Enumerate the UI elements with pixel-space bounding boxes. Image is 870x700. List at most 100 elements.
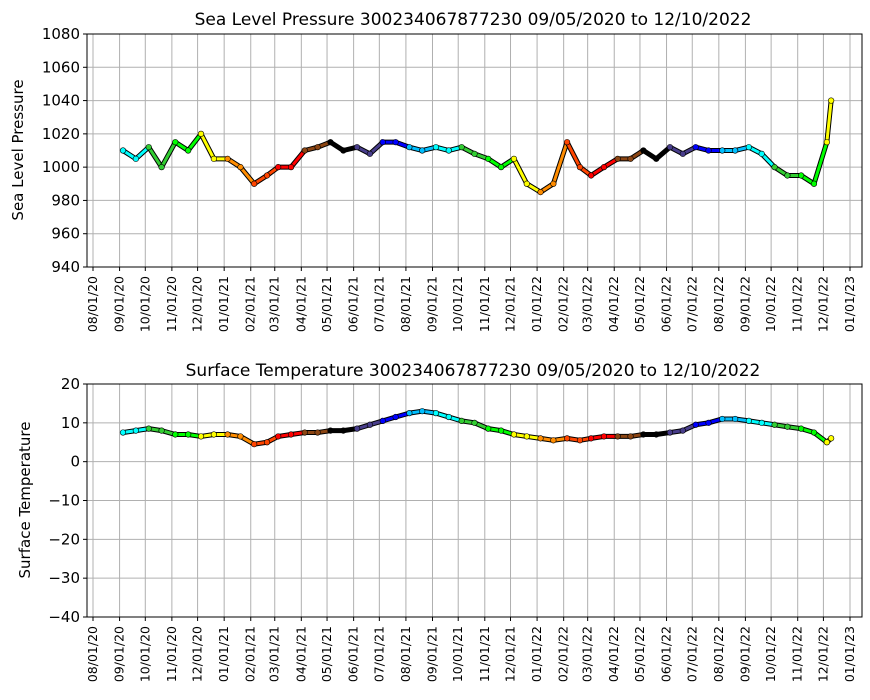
- pressure-x-tick-label: 12/01/20: [190, 276, 205, 332]
- pressure-segment: [199, 132, 216, 161]
- pressure-data-point: [758, 150, 765, 157]
- pressure-data-point: [510, 155, 518, 162]
- pressure-x-tick-label: 10/01/21: [450, 276, 465, 332]
- temperature-data-point: [327, 427, 334, 434]
- pressure-data-point: [719, 147, 726, 154]
- temperature-data-point: [798, 425, 805, 432]
- temperature-data-point: [132, 427, 139, 434]
- temperature-x-tick-label: 05/01/22: [632, 626, 647, 682]
- pressure-data-point: [537, 189, 544, 196]
- pressure-x-tick-label: 07/01/21: [371, 276, 386, 332]
- pressure-data-point: [600, 164, 608, 171]
- pressure-data-point: [224, 155, 231, 162]
- temperature-data-point: [353, 425, 361, 432]
- temperature-data-point: [432, 410, 440, 417]
- temperature-data-point: [758, 419, 765, 426]
- temperature-data-point: [640, 431, 647, 438]
- temperature-data-point: [314, 429, 321, 436]
- pressure-x-tick-label: 08/01/20: [85, 276, 100, 332]
- pressure-data-point: [828, 97, 835, 104]
- pressure-data-point: [301, 147, 308, 154]
- temperature-data-point: [810, 429, 818, 436]
- temperature-data-point: [784, 423, 791, 430]
- temperature-x-tick-label: 10/01/20: [137, 626, 152, 682]
- temperature-x-tick-label: 12/01/21: [503, 626, 518, 682]
- temperature-data-point: [823, 439, 830, 446]
- pressure-segment: [812, 140, 829, 186]
- temperature-data-point: [537, 435, 544, 442]
- temperature-y-tick-label: −10: [48, 492, 80, 510]
- temperature-x-tick-label: 04/01/21: [293, 626, 308, 682]
- pressure-x-tick-label: 06/01/21: [346, 276, 361, 332]
- pressure-x-tick-label: 09/01/22: [737, 276, 752, 332]
- pressure-x-tick-label: 05/01/21: [319, 276, 334, 332]
- pressure-x-tick-label: 07/01/22: [684, 276, 699, 332]
- pressure-data-point: [172, 139, 179, 146]
- pressure-data-point: [145, 144, 152, 151]
- temperature-data-point: [392, 413, 399, 421]
- temperature-data-point: [719, 415, 726, 423]
- pressure-data-point: [576, 164, 584, 171]
- temperature-data-point: [197, 433, 205, 440]
- pressure-y-axis-label: Sea Level Pressure: [9, 79, 27, 220]
- pressure-data-point: [445, 147, 452, 154]
- temperature-data-point: [745, 417, 752, 424]
- pressure-data-point: [810, 180, 818, 187]
- temperature-data-point: [445, 413, 452, 421]
- pressure-segment: [160, 140, 177, 169]
- temperature-x-tick-label: 07/01/21: [371, 626, 386, 682]
- temperature-data-point: [732, 415, 739, 423]
- temperature-y-tick-label: 10: [61, 414, 80, 432]
- pressure-data-point: [705, 147, 712, 154]
- temperature-y-tick-label: −20: [48, 530, 80, 548]
- pressure-x-tick-label: 10/01/22: [763, 276, 778, 332]
- pressure-data-point: [432, 144, 440, 151]
- pressure-data-point: [784, 172, 791, 179]
- temperature-x-tick-label: 08/01/22: [711, 626, 726, 682]
- temperature-data-point: [406, 410, 413, 417]
- pressure-data-point: [627, 155, 634, 162]
- pressure-x-tick-label: 01/01/23: [842, 276, 857, 332]
- temperature-data-point: [576, 437, 584, 444]
- temperature-data-point: [172, 431, 179, 438]
- pressure-segment: [565, 140, 582, 169]
- pressure-series: [119, 97, 835, 196]
- pressure-data-point: [158, 164, 165, 171]
- pressure-segment: [238, 165, 256, 186]
- temperature-x-tick-label: 02/01/22: [556, 626, 571, 682]
- pressure-y-tick-label: 960: [51, 225, 80, 243]
- temperature-x-tick-label: 10/01/21: [450, 626, 465, 682]
- pressure-data-point: [640, 147, 647, 154]
- pressure-data-point: [275, 164, 282, 171]
- pressure-data-point: [679, 150, 686, 157]
- temperature-x-tick-label: 11/01/22: [790, 626, 805, 682]
- temperature-data-point: [210, 431, 217, 438]
- temperature-x-tick-label: 12/01/20: [190, 626, 205, 682]
- temperature-y-tick-label: 20: [61, 375, 80, 393]
- temperature-data-point: [263, 439, 271, 446]
- pressure-x-tick-label: 01/01/22: [529, 276, 544, 332]
- pressure-segment: [147, 145, 164, 169]
- pressure-data-point: [523, 180, 530, 187]
- temperature-data-point: [563, 435, 571, 442]
- temperature-y-axis-label: Surface Temperature: [16, 422, 34, 579]
- temperature-x-tick-label: 03/01/21: [267, 626, 282, 682]
- pressure-chart-title: Sea Level Pressure 300234067877230 09/05…: [195, 10, 752, 30]
- temperature-series: [119, 408, 835, 448]
- temperature-data-point: [185, 431, 192, 438]
- temperature-x-tick-label: 06/01/22: [659, 626, 674, 682]
- pressure-data-point: [798, 172, 805, 179]
- temperature-data-point: [600, 433, 608, 440]
- pressure-x-tick-label: 11/01/21: [477, 276, 492, 332]
- pressure-x-tick-label: 09/01/20: [112, 276, 127, 332]
- temperature-data-point: [340, 427, 347, 434]
- pressure-x-tick-label: 04/01/21: [293, 276, 308, 332]
- pressure-x-tick-label: 08/01/21: [398, 276, 413, 332]
- temperature-data-point: [510, 431, 518, 438]
- temperature-data-point: [627, 433, 634, 440]
- pressure-data-point: [614, 155, 621, 162]
- pressure-y-tick-label: 1060: [42, 58, 80, 76]
- temperature-data-point: [419, 408, 426, 415]
- pressure-y-tick-label: 980: [51, 191, 80, 209]
- pressure-data-point: [823, 139, 830, 146]
